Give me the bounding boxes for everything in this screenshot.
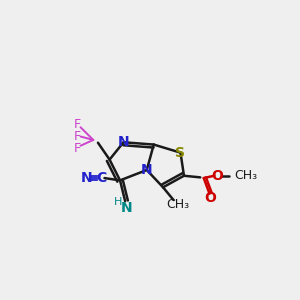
Text: S: S [176, 146, 185, 160]
Text: N: N [118, 135, 129, 149]
Text: C: C [96, 171, 106, 185]
Text: N: N [141, 163, 153, 177]
Text: O: O [204, 191, 216, 206]
Text: CH₃: CH₃ [167, 198, 190, 211]
Text: N: N [121, 201, 132, 215]
Text: CH₃: CH₃ [234, 169, 258, 182]
Text: N: N [80, 171, 92, 185]
Text: H: H [114, 197, 122, 207]
Text: O: O [211, 169, 223, 183]
Text: F: F [74, 130, 81, 143]
Text: F: F [74, 142, 81, 154]
Text: F: F [74, 118, 81, 131]
